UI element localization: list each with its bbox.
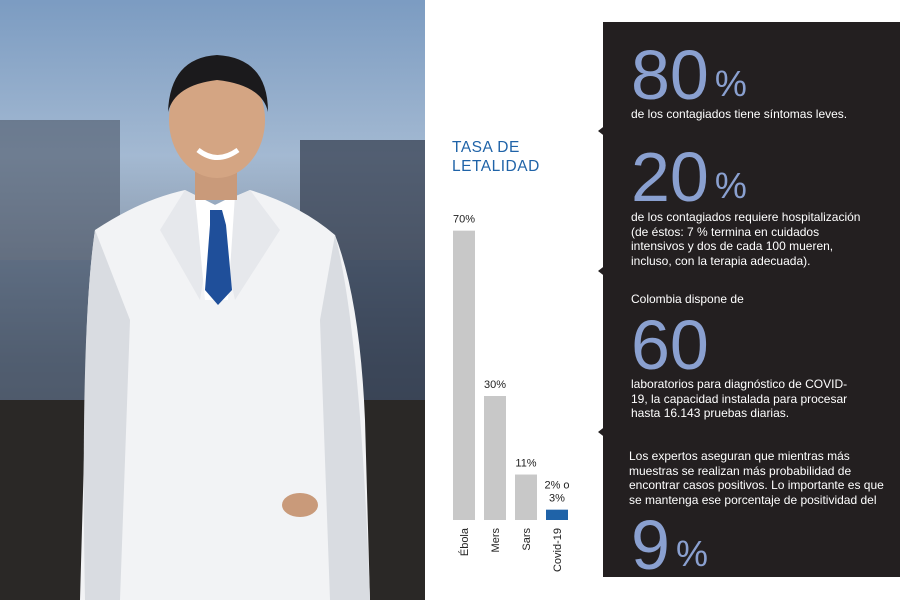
bar-value-label: 70% — [453, 214, 475, 226]
bar-value-label: 30% — [484, 379, 506, 391]
bar-covid-19 — [546, 509, 568, 520]
bar-value-label: 3% — [549, 493, 565, 505]
stats-panel: 80% de los contagiados tiene síntomas le… — [603, 22, 900, 580]
panel-pointer-2 — [598, 264, 607, 278]
stat-big-number-2: 20% — [631, 138, 747, 216]
stat-big-number-4: 9% — [631, 506, 708, 584]
category-label: Sars — [521, 528, 533, 551]
bar-value-label: 2% o — [544, 480, 569, 492]
stat-lead-4: Los expertos aseguran que mientras más m… — [629, 449, 884, 507]
stat-text-2: de los contagiados requiere hospitalizac… — [631, 210, 861, 268]
stat-big-number-1: 80% — [631, 36, 747, 114]
category-label: Covid-19 — [552, 528, 564, 572]
doctor-figure — [80, 55, 370, 600]
stat-lead-3: Colombia dispone de — [631, 292, 744, 306]
bar-sars — [515, 474, 537, 520]
category-label: Ébola — [458, 527, 471, 556]
chart-title: TASA DE LETALIDAD — [452, 139, 540, 175]
category-label: Mers — [490, 528, 502, 553]
stat-big-number-3: 60 — [631, 306, 709, 384]
doctor-photo — [0, 0, 425, 600]
bar-mers — [484, 396, 506, 520]
bar-value-label: 11% — [515, 458, 536, 470]
panel-pointer-3 — [598, 425, 607, 439]
stat-text-3: laboratorios para diagnóstico de COVID-1… — [631, 377, 848, 420]
panel-pointer-1 — [598, 124, 607, 138]
stat-text-1: de los contagiados tiene síntomas leves. — [631, 107, 848, 121]
lethality-bar-chart: 70% Ébola 30% Mers 11% Sars 2% o3% Covid-19 — [453, 214, 570, 572]
bar-ébola — [453, 230, 475, 520]
